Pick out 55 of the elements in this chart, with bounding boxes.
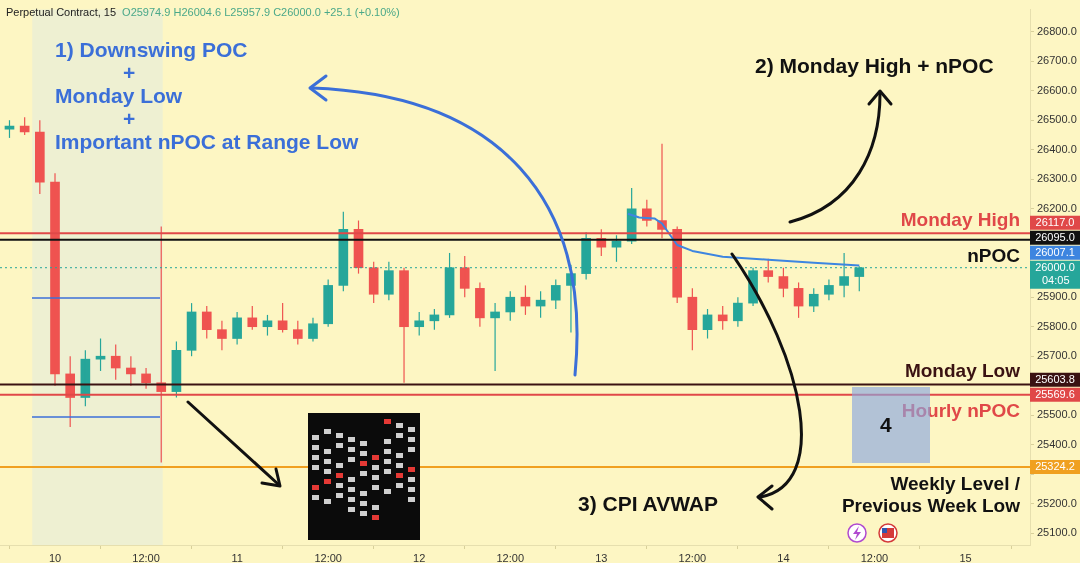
y-tick-label: 26800.0 <box>1037 24 1077 37</box>
y-tick-label: 26200.0 <box>1037 201 1077 214</box>
y-tick-label: 26500.0 <box>1037 113 1077 126</box>
candlestick <box>368 261 379 304</box>
text: 26117.0 <box>1035 215 1075 228</box>
candlestick <box>292 320 303 346</box>
y-tick-label: 25200.0 <box>1037 496 1077 509</box>
text: 26095.0 <box>1035 230 1075 243</box>
candlestick <box>110 343 121 381</box>
y-tick-label: 25100.0 <box>1037 526 1077 539</box>
ref-line-label: Weekly Level / Previous Week Low <box>841 472 1021 516</box>
y-tick-label: 25700.0 <box>1037 349 1077 362</box>
y-tick-label: 26700.0 <box>1037 54 1077 67</box>
x-tick-label: 12:00 <box>314 551 342 563</box>
x-tick-label: 12:00 <box>132 551 160 563</box>
text: 04:05 <box>1042 273 1070 286</box>
x-tick-label: 10 <box>48 551 62 563</box>
text: 25569.6 <box>1035 387 1075 400</box>
candlestick <box>414 311 425 337</box>
annotation: 2) Monday High + nPOC <box>755 54 994 77</box>
x-tick-label: 11 <box>231 551 243 563</box>
text: 26000.0 <box>1035 260 1075 273</box>
ref-line-label: Monday Low <box>904 360 1021 382</box>
x-tick-label: 14 <box>777 551 790 563</box>
ref-line-label: Hourly nPOC <box>901 400 1021 422</box>
x-tick-label: 15 <box>959 551 972 563</box>
x-tick-label: 12:00 <box>496 551 525 563</box>
y-tick-label: 26600.0 <box>1037 83 1077 96</box>
y-tick-label: 25800.0 <box>1037 319 1077 332</box>
x-tick-label: 13 <box>595 551 608 563</box>
text: 25603.8 <box>1035 372 1075 385</box>
candlestick <box>505 290 516 322</box>
y-tick-label: 26400.0 <box>1037 142 1077 155</box>
candlestick <box>550 278 561 310</box>
candlestick <box>459 255 470 298</box>
chart-title: Perpetual Contract, 15 <box>6 6 117 18</box>
chart-subtitle: O25974.9 H26004.6 L25957.9 C26000.0 +25.1 (+0.10%) <box>122 6 400 18</box>
x-tick-label: 12 <box>413 551 426 563</box>
candlestick <box>201 305 212 340</box>
y-tick-label: 26300.0 <box>1037 172 1077 185</box>
y-tick-label: 25900.0 <box>1037 290 1077 303</box>
y-tick-label: 25500.0 <box>1037 408 1077 421</box>
candlestick <box>323 278 333 328</box>
ref-line-label: Monday High <box>900 208 1020 230</box>
annotation: 3) CPI AVWAP <box>578 492 719 515</box>
ref-line-label: nPOC <box>967 245 1021 267</box>
text: 26007.1 <box>1035 245 1075 258</box>
candlestick <box>808 287 819 313</box>
annotation: 4 <box>880 413 892 436</box>
y-tick-label: 25400.0 <box>1037 437 1077 450</box>
annotation: 1) Downswing POC + Monday Low + Important nPOC at Range Low <box>55 38 359 153</box>
text: 25324.2 <box>1035 460 1075 473</box>
candlestick <box>35 119 45 195</box>
x-tick-label: 12:00 <box>860 551 889 563</box>
x-tick-label: 12:00 <box>678 551 707 563</box>
